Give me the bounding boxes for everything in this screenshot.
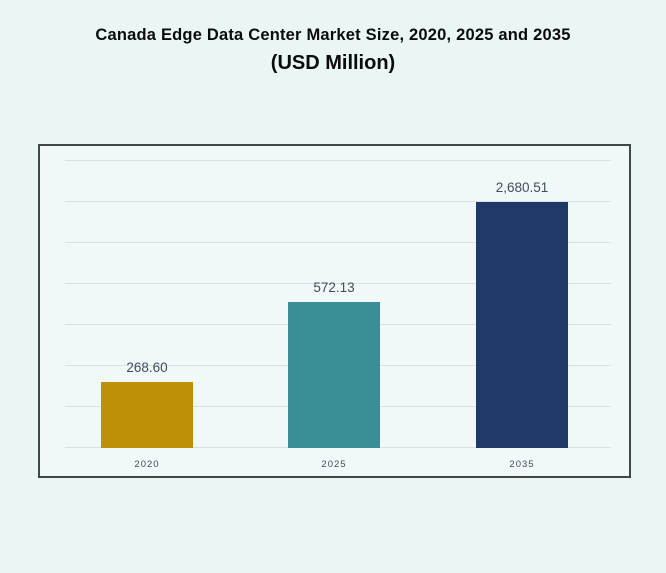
x-axis-label-2035: 2035: [509, 459, 535, 470]
bar-2025: [288, 302, 380, 448]
bar-group-2025: 572.13 2025: [288, 146, 380, 476]
bar-2020: [101, 382, 193, 448]
gridline: [65, 160, 611, 161]
bar-2035: [476, 202, 568, 448]
bar-value-label-2020: 268.60: [126, 360, 168, 375]
gridline: [65, 201, 611, 202]
bar-group-2020: 268.60 2020: [101, 146, 193, 476]
gridline: [65, 242, 611, 243]
chart-title: Canada Edge Data Center Market Size, 202…: [95, 26, 571, 44]
bar-value-label-2035: 2,680.51: [495, 180, 549, 195]
x-axis-label-2020: 2020: [134, 459, 160, 470]
x-axis-label-2025: 2025: [321, 459, 347, 470]
bar-group-2035: 2,680.51 2035: [476, 146, 568, 476]
plot-area: 268.60 2020 572.13 2025 2,680.51 2035: [38, 144, 631, 478]
chart-subtitle: (USD Million): [270, 52, 396, 74]
gridline: [65, 283, 611, 284]
title-block: Canada Edge Data Center Market Size, 202…: [0, 26, 666, 75]
bar-value-label-2025: 572.13: [313, 280, 355, 295]
